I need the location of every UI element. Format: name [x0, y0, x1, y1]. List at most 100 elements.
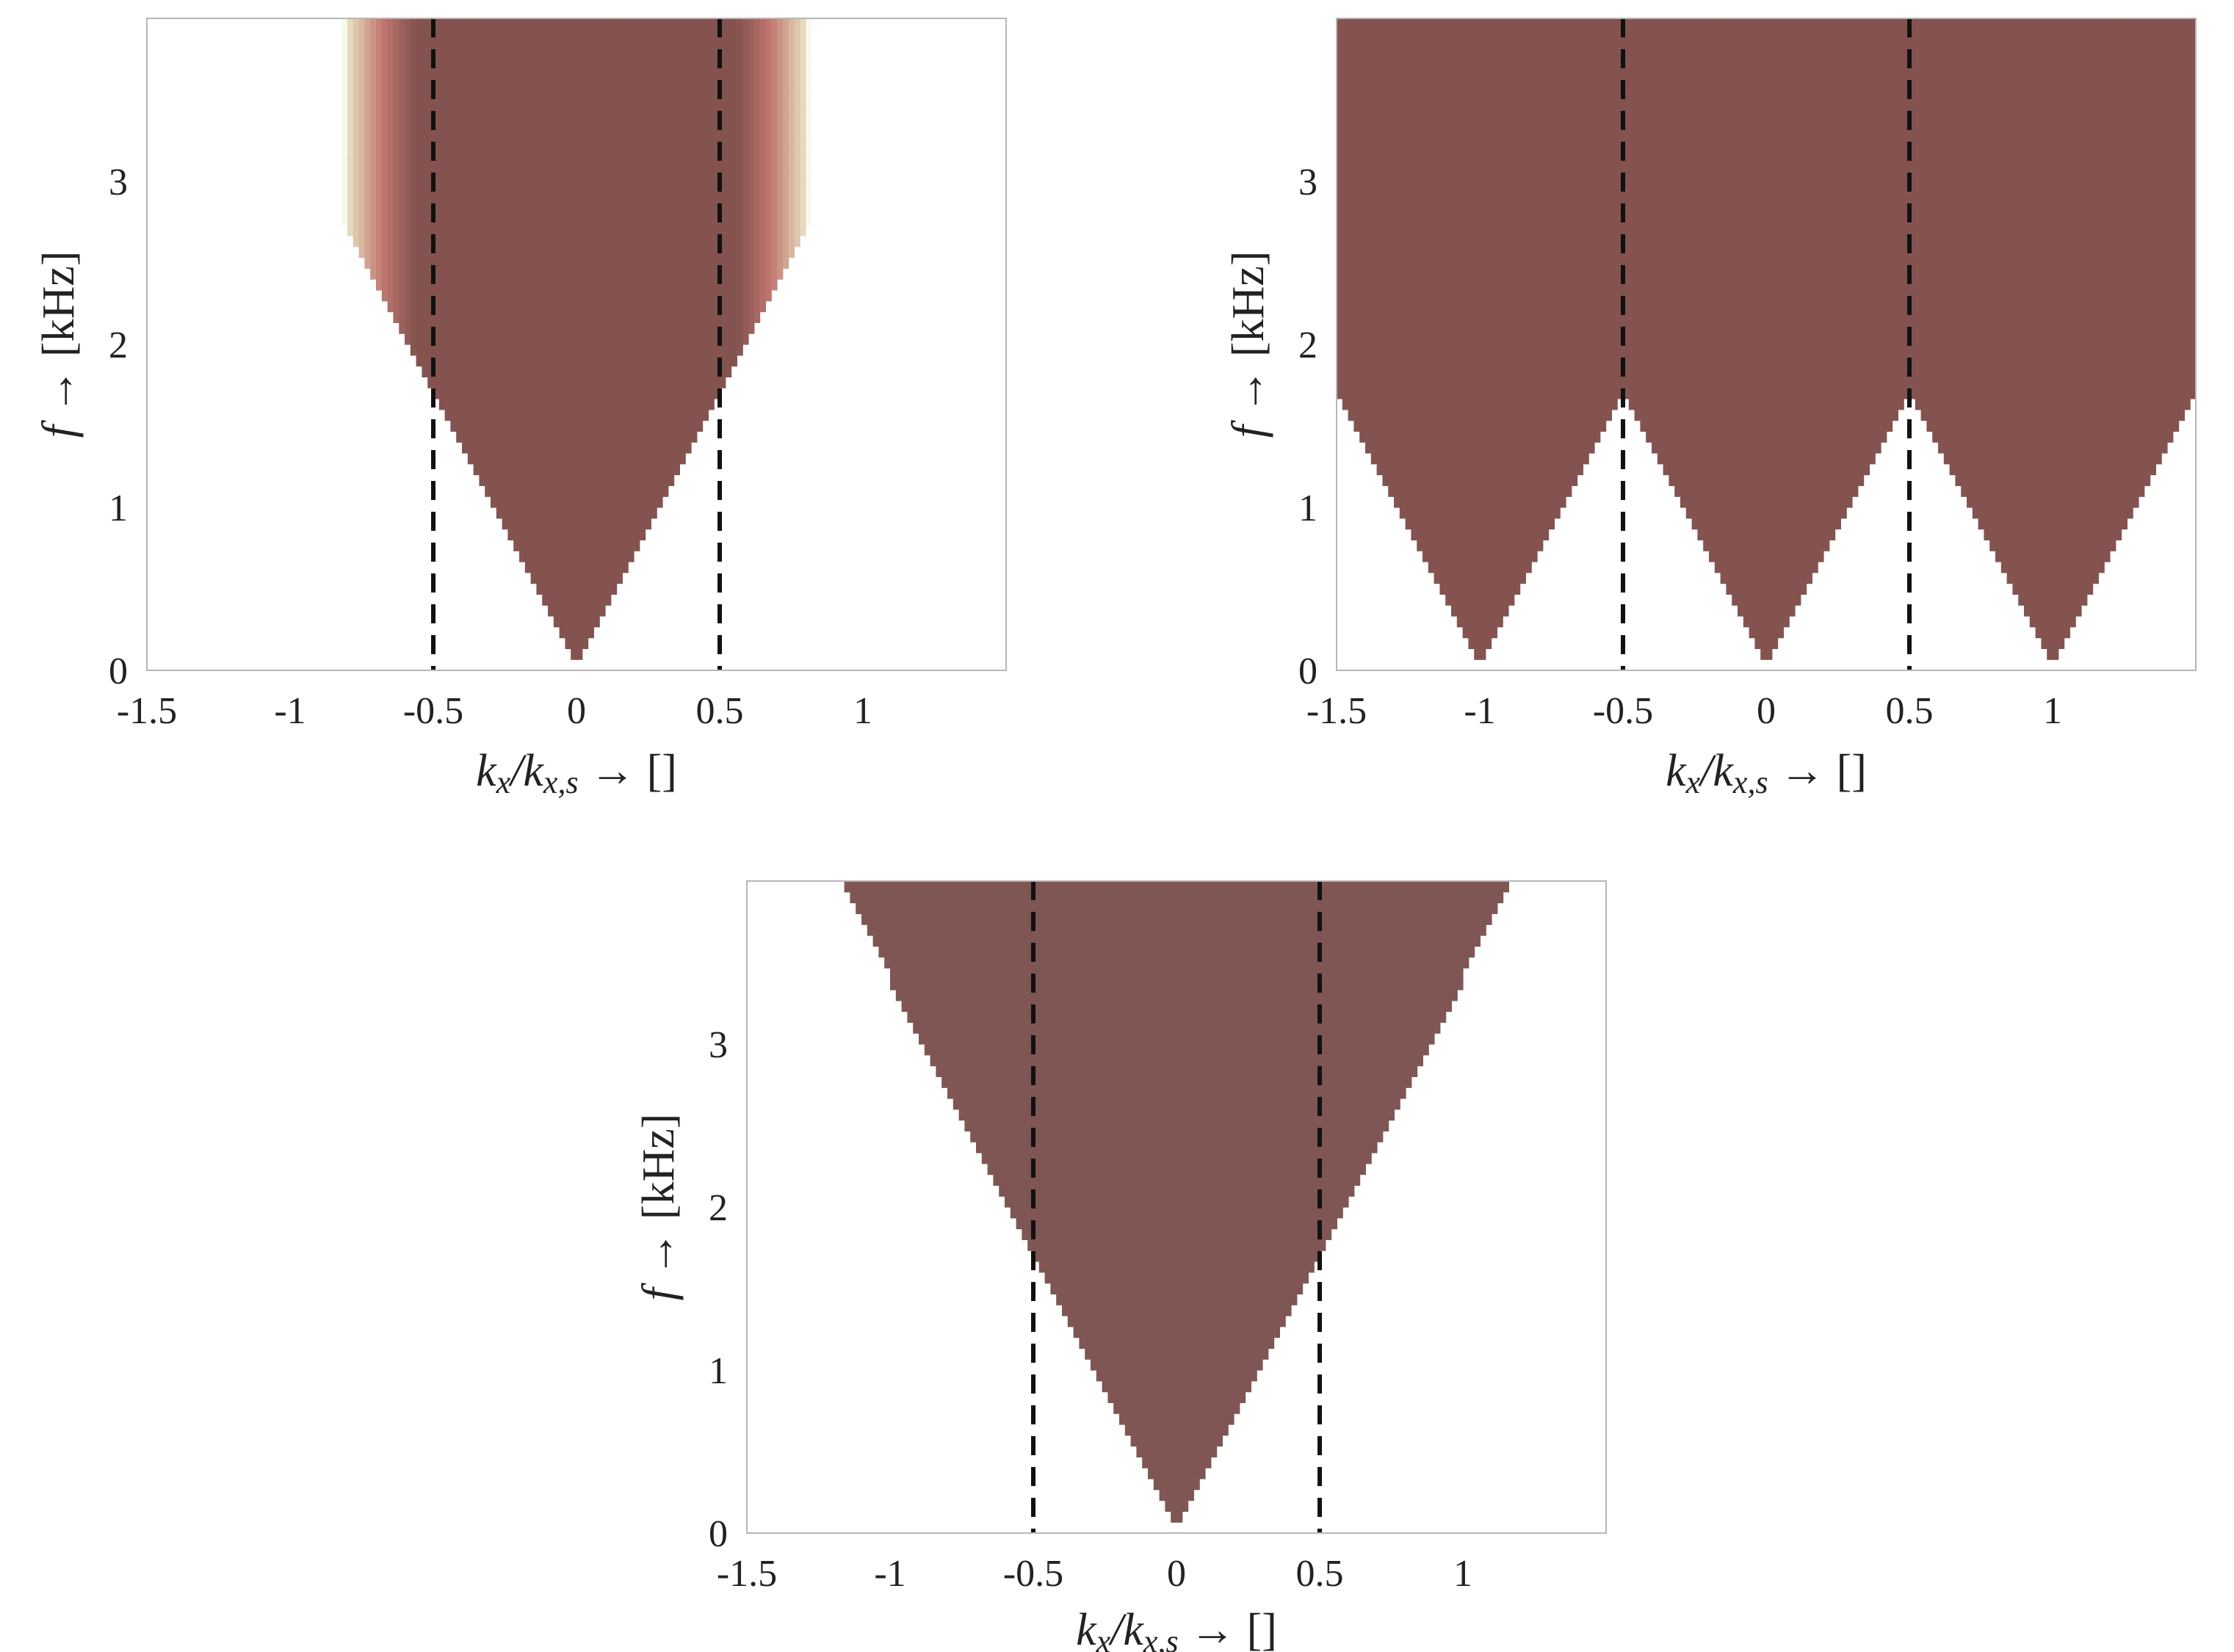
heatmap-cell — [2139, 105, 2145, 117]
heatmap-cell — [1514, 62, 1521, 73]
heatmap-cell — [593, 127, 600, 139]
heatmap-cell — [1978, 73, 1984, 84]
heatmap-cell — [593, 203, 600, 214]
heatmap-cell — [542, 62, 549, 73]
heatmap-cell — [1967, 105, 1973, 117]
heatmap-cell — [582, 388, 589, 399]
heatmap-cell — [737, 290, 743, 302]
heatmap-cell — [433, 268, 440, 280]
heatmap-cell — [622, 18, 629, 30]
heatmap-cell — [553, 507, 560, 519]
heatmap-cell — [1428, 62, 1435, 73]
heatmap-cell — [610, 29, 618, 41]
heatmap-cell — [553, 333, 560, 345]
heatmap-cell — [1428, 18, 1435, 30]
heatmap-cell — [662, 203, 669, 214]
heatmap-cell — [1697, 116, 1704, 128]
heatmap-cell — [622, 322, 629, 334]
heatmap-cell — [1348, 73, 1354, 84]
heatmap-cell — [1989, 51, 1996, 62]
heatmap-cell — [1583, 62, 1589, 73]
heatmap-cell — [673, 344, 680, 356]
heatmap-cell — [628, 268, 635, 280]
heatmap-cell — [1674, 127, 1681, 139]
heatmap-cell — [1348, 137, 1354, 150]
heatmap-cell — [1548, 127, 1555, 139]
heatmap-cell — [2178, 40, 2185, 51]
heatmap-cell — [2110, 40, 2116, 51]
heatmap-cell — [593, 399, 600, 410]
heatmap-cell — [519, 116, 526, 128]
heatmap-cell — [485, 453, 491, 465]
heatmap-cell — [376, 105, 383, 117]
heatmap-cell — [582, 290, 589, 302]
heatmap-cell — [433, 344, 440, 356]
heatmap-cell — [651, 474, 657, 486]
heatmap-cell — [610, 431, 618, 443]
heatmap-cell — [628, 170, 635, 182]
heatmap-cell — [2144, 18, 2151, 30]
heatmap-cell — [1955, 62, 1962, 73]
heatmap-cell — [657, 83, 663, 95]
heatmap-cell — [645, 333, 651, 345]
heatmap-cell — [576, 637, 583, 649]
heatmap-cell — [1949, 73, 1956, 84]
heatmap-cell — [571, 148, 577, 160]
heatmap-cell — [1669, 127, 1675, 139]
heatmap-cell — [610, 105, 618, 117]
heatmap-cell — [759, 192, 766, 204]
heatmap-cell — [1932, 137, 1939, 150]
heatmap-cell — [1812, 137, 1818, 150]
heatmap-cell — [347, 214, 354, 225]
heatmap-cell — [1726, 29, 1732, 41]
heatmap-cell — [571, 290, 577, 302]
heatmap-cell — [645, 236, 651, 247]
heatmap-cell — [1462, 83, 1469, 95]
heatmap-cell — [800, 148, 806, 160]
heatmap-cell — [530, 485, 537, 497]
heatmap-cell — [588, 148, 594, 160]
heatmap-cell — [657, 192, 663, 204]
heatmap-cell — [668, 214, 675, 225]
heatmap-cell — [708, 246, 715, 258]
heatmap-cell — [524, 73, 532, 84]
heatmap-cell — [1800, 18, 1807, 30]
heatmap-cell — [616, 399, 623, 410]
heatmap-cell — [1984, 29, 1990, 41]
heatmap-cell — [1417, 29, 1423, 41]
heatmap-cell — [353, 18, 360, 30]
heatmap-cell — [433, 181, 440, 193]
heatmap-cell — [576, 181, 583, 193]
heatmap-cell — [679, 116, 686, 128]
heatmap-cell — [2098, 18, 2105, 30]
heatmap-cell — [559, 225, 565, 236]
heatmap-cell — [376, 268, 383, 280]
heatmap-cell — [685, 127, 692, 139]
heatmap-cell — [1892, 29, 1898, 41]
heatmap-cell — [731, 246, 737, 258]
heatmap-cell — [405, 279, 411, 291]
heatmap-cell — [513, 540, 520, 551]
heatmap-cell — [376, 225, 383, 236]
heatmap-cell — [427, 279, 434, 291]
heatmap-cell — [502, 170, 508, 182]
heatmap-cell — [410, 51, 417, 62]
heatmap-cell — [444, 409, 451, 421]
heatmap-cell — [542, 518, 549, 530]
heatmap-cell — [720, 40, 726, 51]
heatmap-cell — [696, 29, 704, 41]
heatmap-cell — [405, 29, 411, 41]
heatmap-cell — [668, 474, 675, 486]
heatmap-cell — [1594, 137, 1601, 150]
heatmap-cell — [1376, 94, 1383, 106]
heatmap-cell — [593, 540, 600, 551]
heatmap-cell — [433, 236, 440, 247]
heatmap-cell — [1376, 40, 1383, 51]
heatmap-cell — [542, 453, 549, 465]
heatmap-cell — [536, 583, 543, 595]
heatmap-cell — [450, 366, 457, 377]
heatmap-cell — [2184, 116, 2191, 128]
heatmap-cell — [639, 203, 646, 214]
heatmap-cell — [605, 388, 612, 399]
heatmap-cell — [777, 148, 784, 160]
